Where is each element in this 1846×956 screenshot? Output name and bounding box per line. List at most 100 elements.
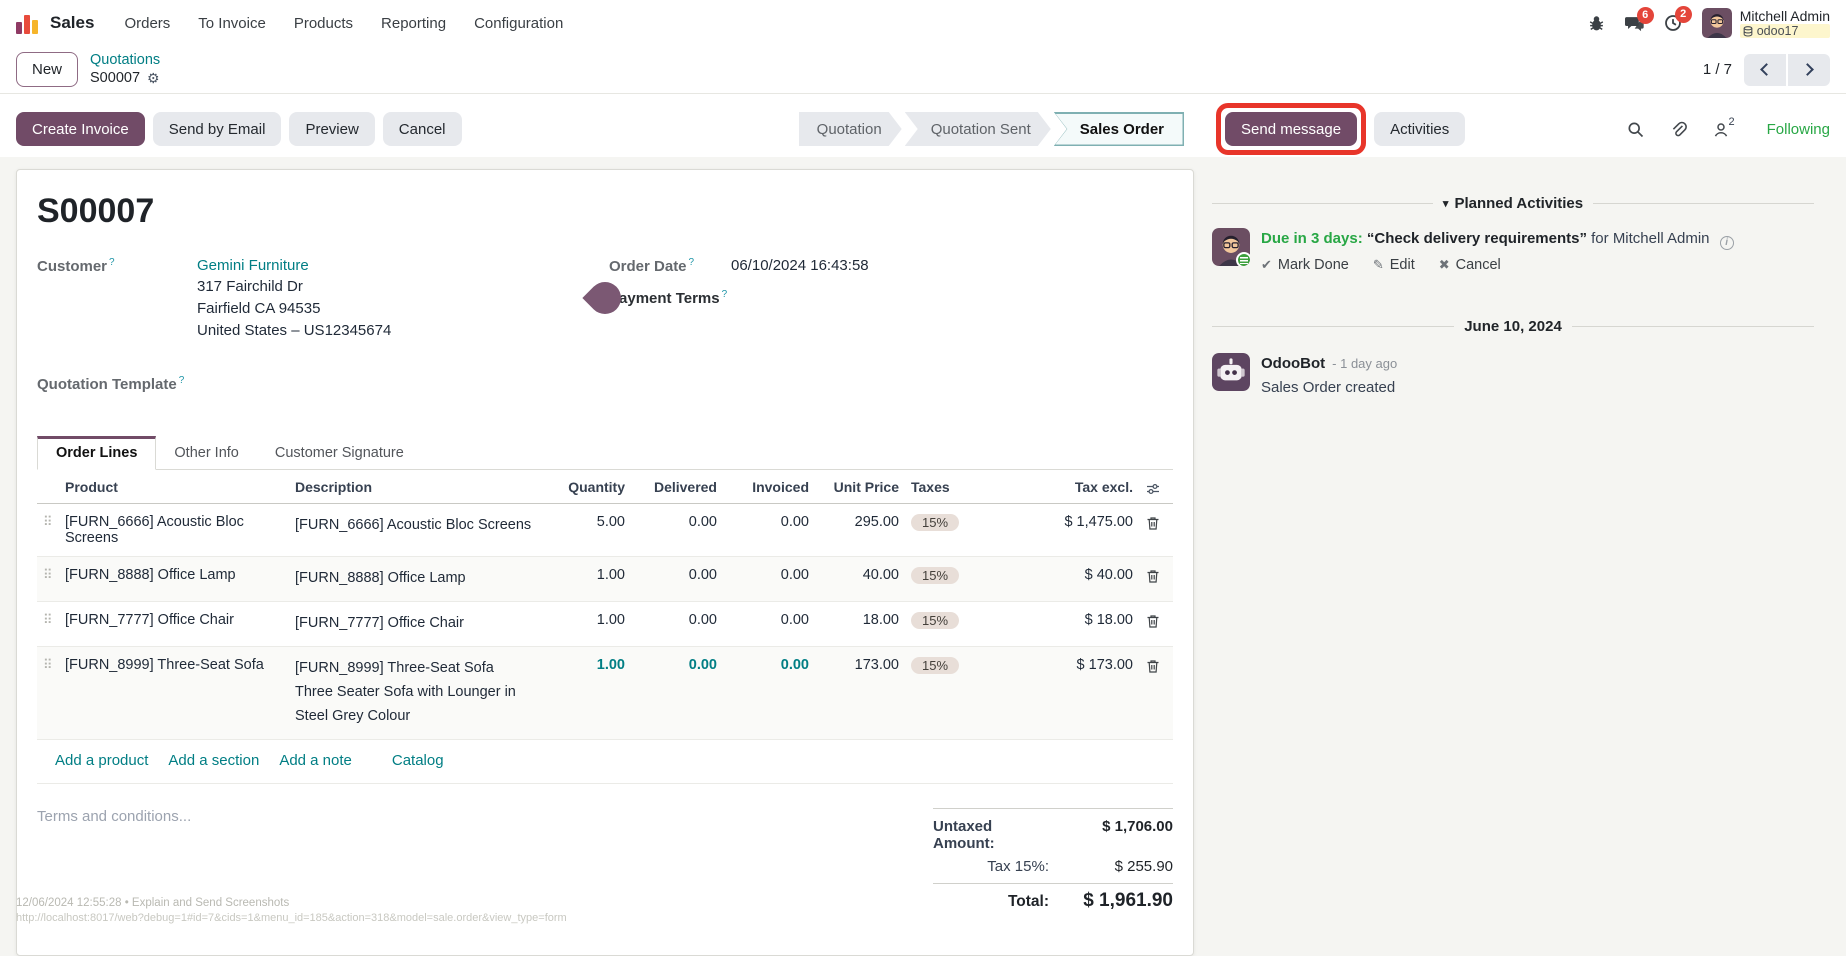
nav-orders[interactable]: Orders (124, 14, 171, 32)
tax-tag[interactable]: 15% (911, 612, 960, 630)
cell-quantity[interactable]: 1.00 (596, 657, 625, 674)
planned-activities-toggle[interactable]: ▾ Planned Activities (1442, 195, 1584, 212)
cell-description-line[interactable]: Three Seater Sofa with Lounger in (295, 684, 516, 701)
cell-product[interactable]: [FURN_7777] Office Chair (65, 612, 234, 629)
cell-description-line[interactable]: [FURN_8999] Three-Seat Sofa (295, 660, 494, 677)
new-button[interactable]: New (16, 52, 79, 87)
cancel-button[interactable]: Cancel (382, 112, 462, 146)
cancel-activity-button[interactable]: ✖ Cancel (1438, 257, 1501, 273)
cell-description-line[interactable]: Steel Grey Colour (295, 707, 411, 724)
cell-unit-price[interactable]: 295.00 (854, 514, 899, 531)
search-message-icon[interactable] (1627, 121, 1644, 138)
cell-invoiced[interactable]: 0.00 (780, 612, 809, 629)
cell-unit-price[interactable]: 173.00 (854, 657, 899, 674)
add-product-link[interactable]: Add a product (55, 751, 149, 769)
cell-delivered[interactable]: 0.00 (688, 612, 717, 629)
send-by-email-button[interactable]: Send by Email (152, 112, 282, 146)
send-message-button[interactable]: Send message (1225, 112, 1358, 146)
cell-invoiced[interactable]: 0.00 (780, 514, 809, 531)
cell-quantity[interactable]: 1.00 (596, 612, 625, 629)
col-description[interactable]: Description (295, 479, 373, 496)
delete-row-trash-icon[interactable] (1133, 514, 1173, 531)
order-line-row[interactable]: ⠿ [FURN_8999] Three-Seat Sofa [FURN_8999… (37, 647, 1173, 740)
col-tax-excl[interactable]: Tax excl. (1074, 479, 1133, 496)
messages-icon[interactable]: 6 (1624, 6, 1654, 32)
activities-button[interactable]: Activities (1374, 112, 1466, 146)
cell-unit-price[interactable]: 18.00 (862, 612, 899, 629)
tab-customer-signature[interactable]: Customer Signature (274, 445, 404, 462)
pager-next-button[interactable] (1788, 53, 1830, 86)
tax-tag[interactable]: 15% (911, 567, 960, 585)
nav-products[interactable]: Products (293, 14, 354, 32)
cell-product[interactable]: [FURN_8999] Three-Seat Sofa (65, 657, 264, 674)
preview-button[interactable]: Preview (289, 112, 375, 146)
order-line-row[interactable]: ⠿ [FURN_6666] Acoustic Bloc Screens [FUR… (37, 504, 1173, 558)
delete-row-trash-icon[interactable] (1133, 567, 1173, 584)
cell-description[interactable]: [FURN_7777] Office Chair (295, 615, 464, 632)
status-step-quotation[interactable]: Quotation (799, 112, 902, 146)
cell-quantity[interactable]: 1.00 (596, 567, 625, 584)
mark-done-button[interactable]: ✔ Mark Done (1261, 257, 1349, 273)
cell-delivered[interactable]: 0.00 (688, 567, 717, 584)
info-icon[interactable]: i (1719, 236, 1734, 250)
nav-configuration[interactable]: Configuration (474, 14, 564, 32)
add-note-link[interactable]: Add a note (279, 751, 352, 769)
cell-unit-price[interactable]: 40.00 (862, 567, 899, 584)
delete-row-trash-icon[interactable] (1133, 612, 1173, 629)
sales-app-icon[interactable] (16, 12, 40, 34)
customer-link[interactable]: Gemini Furniture (197, 257, 309, 274)
create-invoice-button[interactable]: Create Invoice (16, 112, 145, 146)
drag-handle-icon[interactable]: ⠿ (43, 514, 53, 530)
col-invoiced[interactable]: Invoiced (752, 479, 809, 496)
pager-previous-button[interactable] (1744, 53, 1786, 86)
nav-reporting[interactable]: Reporting (381, 14, 447, 32)
odoobot-avatar[interactable] (1212, 353, 1250, 392)
user-menu[interactable]: Mitchell Admin odoo17 (1701, 8, 1830, 39)
nav-to-invoice[interactable]: To Invoice (198, 14, 266, 32)
drag-handle-icon[interactable]: ⠿ (43, 612, 53, 628)
message-author[interactable]: OdooBot (1261, 355, 1326, 373)
tab-order-lines[interactable]: Order Lines (37, 436, 157, 471)
order-date-value[interactable]: 06/10/2024 16:43:58 (731, 257, 869, 274)
terms-and-conditions-field[interactable]: Terms and conditions... (37, 807, 192, 825)
cell-product[interactable]: [FURN_8888] Office Lamp (65, 567, 236, 584)
drag-handle-icon[interactable]: ⠿ (43, 657, 53, 673)
followers-button[interactable]: 2 (1713, 116, 1735, 137)
cell-description[interactable]: [FURN_6666] Acoustic Bloc Screens (295, 517, 532, 534)
cell-delivered[interactable]: 0.00 (688, 514, 717, 531)
debug-bug-icon[interactable] (1588, 15, 1605, 32)
breadcrumb-quotations-link[interactable]: Quotations (90, 52, 161, 69)
quotation-template-label[interactable]: Quotation Template? (37, 375, 185, 394)
cell-delivered[interactable]: 0.00 (688, 657, 717, 674)
col-unit-price[interactable]: Unit Price (833, 479, 899, 496)
record-settings-gear-icon[interactable]: ⚙ (147, 69, 160, 86)
tax-tag[interactable]: 15% (911, 514, 960, 532)
drag-handle-icon[interactable]: ⠿ (43, 567, 53, 583)
add-section-link[interactable]: Add a section (168, 751, 260, 769)
app-title[interactable]: Sales (50, 13, 95, 32)
edit-activity-button[interactable]: ✎ Edit (1372, 257, 1415, 273)
cell-product[interactable]: [FURN_6666] Acoustic Bloc Screens (65, 514, 244, 547)
status-step-sales-order[interactable]: Sales Order (1053, 112, 1184, 146)
tax-tag[interactable]: 15% (911, 657, 960, 675)
col-product[interactable]: Product (65, 479, 118, 496)
status-step-quotation-sent[interactable]: Quotation Sent (905, 112, 1051, 146)
tab-other-info[interactable]: Other Info (174, 445, 239, 462)
col-delivered[interactable]: Delivered (653, 479, 717, 496)
cell-description[interactable]: [FURN_8888] Office Lamp (295, 570, 466, 587)
database-icon (1743, 25, 1753, 37)
cell-invoiced[interactable]: 0.00 (780, 657, 809, 674)
order-line-row[interactable]: ⠿ [FURN_8888] Office Lamp [FURN_8888] Of… (37, 557, 1173, 603)
col-quantity[interactable]: Quantity (568, 479, 625, 496)
activity-avatar[interactable] (1212, 228, 1250, 266)
cell-quantity[interactable]: 5.00 (596, 514, 625, 531)
catalog-link[interactable]: Catalog (391, 751, 444, 769)
cell-invoiced[interactable]: 0.00 (780, 567, 809, 584)
attachments-paperclip-icon[interactable] (1670, 121, 1687, 138)
order-line-row[interactable]: ⠿ [FURN_7777] Office Chair [FURN_7777] O… (37, 602, 1173, 648)
delete-row-trash-icon[interactable] (1133, 657, 1173, 674)
following-toggle[interactable]: Following (1766, 120, 1830, 138)
activities-clock-icon[interactable]: 2 (1664, 6, 1692, 32)
col-taxes[interactable]: Taxes (911, 479, 950, 496)
optional-columns-icon[interactable] (1133, 479, 1173, 496)
